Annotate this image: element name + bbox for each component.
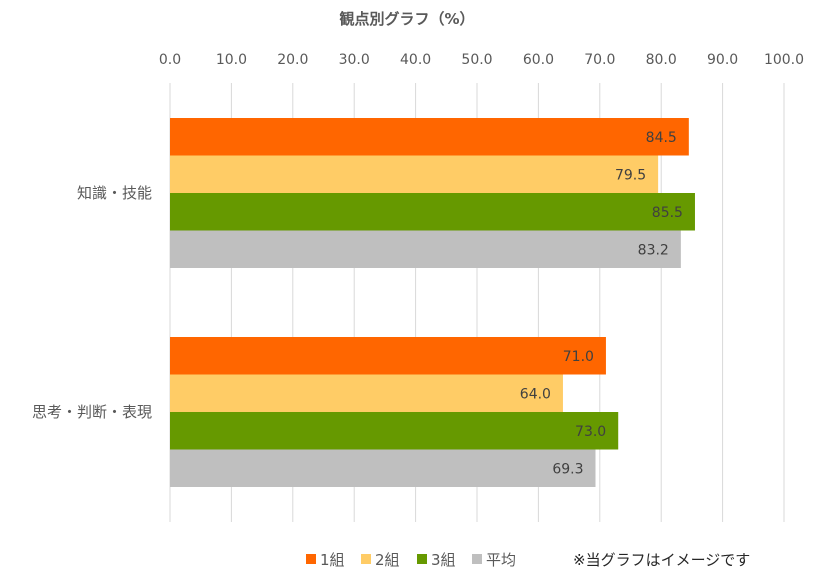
x-tick-label: 50.0 (461, 52, 492, 68)
legend: 1組 2組 3組 平均 (306, 551, 516, 569)
bar (170, 449, 596, 487)
data-label: 69.3 (552, 461, 583, 477)
data-label: 84.5 (646, 130, 677, 146)
x-tick-label: 60.0 (523, 52, 554, 68)
bar (170, 412, 619, 450)
bar (170, 337, 606, 375)
x-tick-label: 10.0 (216, 52, 247, 68)
bar (170, 155, 659, 193)
x-tick-label: 70.0 (584, 52, 615, 68)
legend-label: 3組 (431, 551, 456, 569)
data-label: 73.0 (575, 424, 606, 440)
x-tick-label: 40.0 (400, 52, 431, 68)
chart-title: 観点別グラフ（%） (339, 10, 474, 28)
legend-swatch (472, 554, 482, 564)
x-tick-label: 90.0 (707, 52, 738, 68)
x-tick-label: 20.0 (277, 52, 308, 68)
chart-note: ※当グラフはイメージです (573, 551, 750, 569)
bar (170, 118, 689, 156)
x-axis-ticks: 0.0 10.0 20.0 30.0 40.0 50.0 60.0 70.0 80.0 90.0 1… (159, 52, 804, 68)
bar (170, 193, 695, 231)
category-label: 知識・技能 (77, 184, 152, 202)
data-label: 64.0 (520, 386, 551, 402)
bar (170, 374, 563, 412)
legend-label: 2組 (375, 551, 400, 569)
legend-swatch (417, 554, 427, 564)
legend-swatch (306, 554, 316, 564)
bar (170, 230, 681, 268)
legend-label: 1組 (320, 551, 345, 569)
data-label: 71.0 (563, 349, 594, 365)
legend-label: 平均 (486, 551, 516, 569)
x-tick-label: 0.0 (159, 52, 181, 68)
data-label: 85.5 (652, 205, 683, 221)
bars (170, 118, 695, 487)
legend-swatch (361, 554, 371, 564)
data-label: 83.2 (638, 242, 669, 258)
category-label: 思考・判断・表現 (32, 403, 152, 421)
x-tick-label: 80.0 (646, 52, 677, 68)
x-tick-label: 100.0 (764, 52, 804, 68)
x-tick-label: 30.0 (339, 52, 370, 68)
data-label: 79.5 (615, 167, 646, 183)
data-labels: 84.5 79.5 85.5 83.2 71.0 64.0 73.0 69.3 (520, 130, 683, 478)
